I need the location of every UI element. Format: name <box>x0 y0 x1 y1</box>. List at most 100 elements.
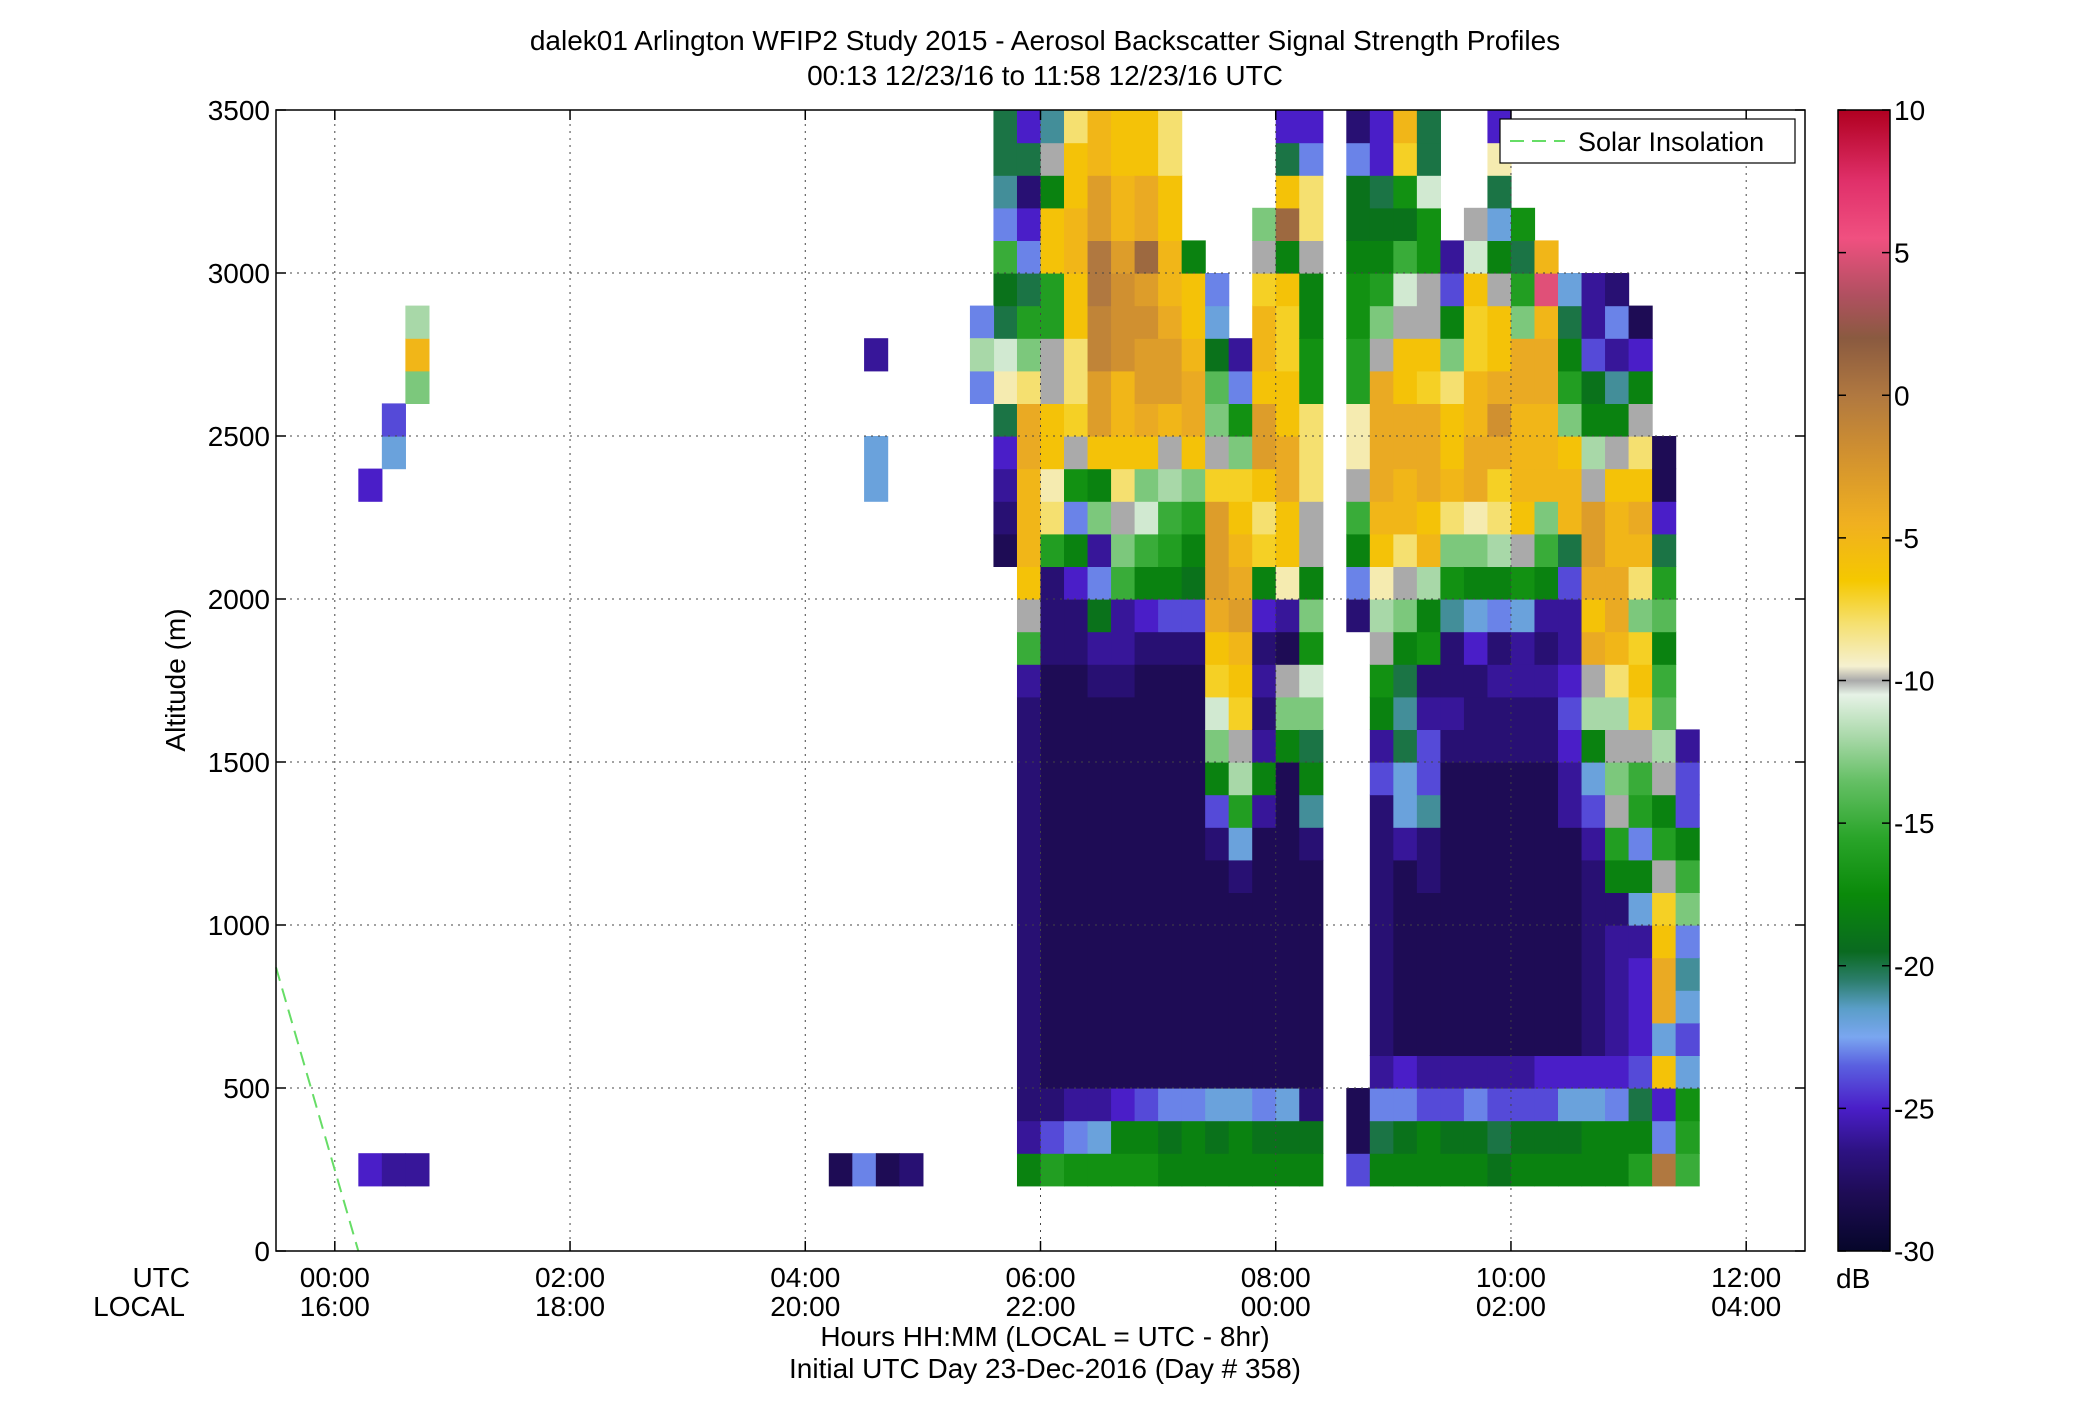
heatmap-cell <box>358 468 383 502</box>
x-tick-label-local: 16:00 <box>300 1291 370 1322</box>
heatmap-cell <box>1016 370 1042 404</box>
heatmap-cell <box>1181 240 1206 274</box>
heatmap-cell <box>1228 729 1253 763</box>
heatmap-cell <box>1463 370 1489 437</box>
heatmap-cell <box>1675 1153 1700 1187</box>
heatmap-cell <box>1652 794 1677 828</box>
heatmap-cell <box>1487 436 1512 470</box>
heatmap-cell <box>1134 273 1159 307</box>
heatmap-cell <box>969 305 995 339</box>
heatmap-cell <box>1205 305 1230 339</box>
heatmap-cell <box>1440 1153 1465 1187</box>
heatmap-cell <box>1628 957 1653 1056</box>
heatmap-cell <box>1228 566 1253 600</box>
heatmap-cell <box>1252 696 1277 730</box>
heatmap-cell <box>1228 827 1253 861</box>
heatmap-cell <box>1581 827 1606 861</box>
heatmap-cell <box>1087 566 1112 600</box>
heatmap-cell <box>1040 533 1065 567</box>
heatmap-cell <box>1510 696 1536 763</box>
heatmap-cell <box>1181 533 1206 567</box>
heatmap-cell <box>1134 631 1159 665</box>
heatmap-cell <box>1628 599 1653 633</box>
heatmap-cell <box>1299 729 1324 763</box>
heatmap-cell <box>1558 338 1583 372</box>
heatmap-cell <box>1087 436 1112 470</box>
x-axis-ticks: 00:0016:0002:0018:0004:0020:0006:0022:00… <box>300 110 1781 1322</box>
heatmap-cell <box>1252 468 1277 502</box>
heatmap-cell <box>1393 1055 1418 1089</box>
heatmap-cell <box>1111 436 1136 470</box>
heatmap-cell <box>1158 403 1183 437</box>
heatmap-cell <box>1111 240 1136 274</box>
heatmap-cell <box>1369 533 1394 567</box>
heatmap-cell <box>1205 566 1230 600</box>
heatmap-cell <box>1605 1153 1630 1187</box>
heatmap-cell <box>1440 273 1465 307</box>
x-tick-label-utc: 04:00 <box>770 1262 840 1293</box>
heatmap-cell <box>1558 403 1583 437</box>
heatmap-cell <box>1228 794 1253 828</box>
legend: Solar Insolation <box>1499 118 1796 164</box>
heatmap-cell <box>1534 1153 1559 1187</box>
heatmap-cell <box>1605 1055 1630 1089</box>
heatmap-cell <box>1628 436 1653 470</box>
heatmap-cell <box>1346 110 1371 144</box>
heatmap-cell <box>1652 468 1677 502</box>
heatmap-cell <box>1064 1088 1089 1122</box>
heatmap-cell <box>1558 1153 1583 1187</box>
heatmap-cell <box>1252 370 1277 404</box>
heatmap-cell <box>1228 370 1253 404</box>
heatmap-cell <box>1487 501 1512 535</box>
y-tick-label: 2500 <box>208 421 270 452</box>
heatmap-cell <box>1510 240 1536 274</box>
heatmap-cell <box>1346 566 1371 600</box>
heatmap-cell <box>1158 533 1183 567</box>
heatmap-cell <box>1087 1120 1112 1154</box>
heatmap-cell <box>1228 436 1253 470</box>
heatmap-cell <box>1275 240 1300 274</box>
heatmap-cell <box>1652 1055 1677 1089</box>
heatmap-cell <box>1581 436 1606 470</box>
heatmap-cell <box>1299 664 1324 698</box>
x-row-label-utc: UTC <box>132 1262 190 1293</box>
heatmap-cell <box>1040 468 1065 502</box>
heatmap-cell <box>1440 599 1465 633</box>
heatmap-cell <box>1040 142 1065 176</box>
heatmap-cell <box>1016 207 1042 241</box>
heatmap-cell <box>993 338 1018 372</box>
heatmap-cell <box>1558 436 1583 470</box>
heatmap-cell <box>1299 1153 1324 1187</box>
heatmap-cell <box>1299 859 1324 1089</box>
heatmap-cell <box>1581 1153 1606 1187</box>
heatmap-cell <box>1228 599 1253 633</box>
heatmap-cell <box>1510 501 1536 535</box>
heatmap-cell <box>993 468 1018 502</box>
heatmap-cell <box>969 370 995 404</box>
y-axis-ticks: 0 500 1000 1500 2000 2500 3000 3500 <box>208 95 1805 1267</box>
heatmap-cell <box>1416 1153 1441 1187</box>
heatmap-cell <box>1228 1088 1253 1122</box>
heatmap-cell <box>1581 729 1606 763</box>
heatmap-cell <box>1016 240 1042 274</box>
heatmap-cell <box>1016 305 1042 339</box>
heatmap-cell <box>1675 892 1700 926</box>
heatmap-cell <box>1252 827 1277 1089</box>
heatmap-cell <box>1275 110 1300 144</box>
heatmap-cell <box>1158 468 1183 502</box>
heatmap-cell <box>993 273 1018 307</box>
heatmap-cell <box>1111 1088 1136 1122</box>
heatmap-cell <box>1440 240 1465 274</box>
heatmap-cell <box>1628 1153 1653 1187</box>
heatmap-cell <box>1181 566 1206 600</box>
heatmap-cell <box>1534 338 1559 404</box>
heatmap-cell <box>1087 599 1112 633</box>
heatmap-cell <box>1487 1055 1512 1089</box>
heatmap-cell <box>1158 1120 1183 1154</box>
heatmap-cell <box>1463 501 1489 535</box>
heatmap-cell <box>1487 468 1512 502</box>
heatmap-cell <box>1510 468 1536 502</box>
heatmap-cell <box>1416 370 1441 404</box>
heatmap-cell <box>1346 533 1371 567</box>
heatmap-cell <box>1487 664 1512 698</box>
